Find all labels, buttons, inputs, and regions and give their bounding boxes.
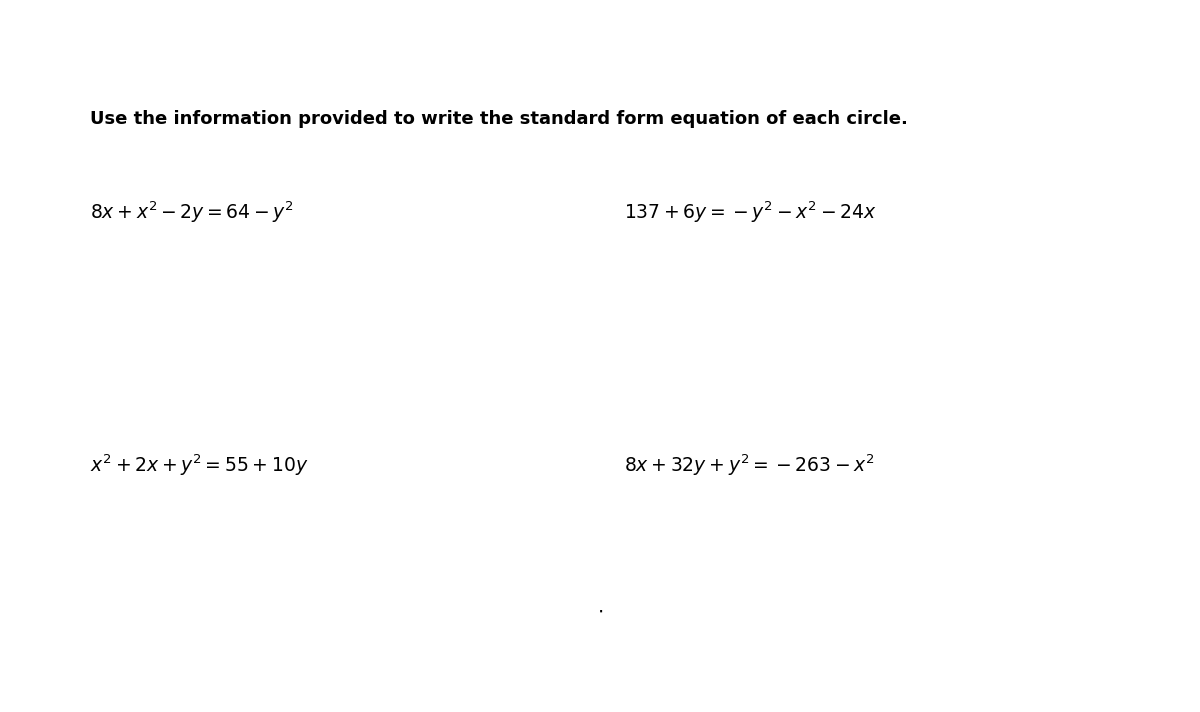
- Text: $137 + 6y = -y^2 - x^2 - 24x$: $137 + 6y = -y^2 - x^2 - 24x$: [624, 199, 877, 225]
- Text: $8x + x^2 - 2y = 64 - y^2$: $8x + x^2 - 2y = 64 - y^2$: [90, 199, 294, 225]
- Text: $\cdot$: $\cdot$: [596, 602, 604, 621]
- Text: $x^2 + 2x + y^2 = 55 + 10y$: $x^2 + 2x + y^2 = 55 + 10y$: [90, 452, 308, 478]
- Text: Use the information provided to write the standard form equation of each circle.: Use the information provided to write th…: [90, 110, 908, 128]
- Text: $8x + 32y + y^2 = -263 - x^2$: $8x + 32y + y^2 = -263 - x^2$: [624, 452, 875, 478]
